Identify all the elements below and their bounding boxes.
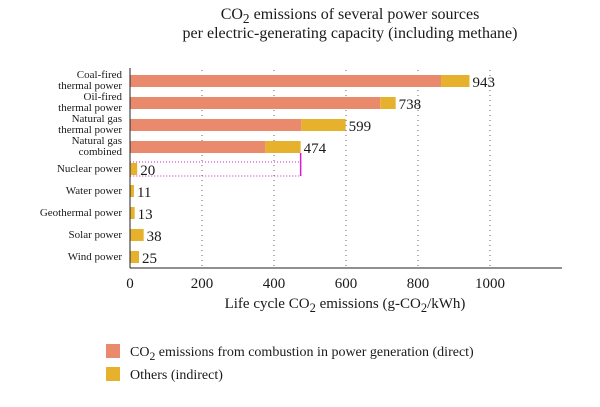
- category-label-line: Natural gas: [71, 135, 122, 147]
- bar-indirect-1: [380, 97, 396, 109]
- xlabel-sub-2: 2: [420, 301, 428, 315]
- bar-indirect-7: [130, 229, 144, 241]
- legend-item-indirect: Others (indirect): [106, 367, 223, 384]
- data-label-3: 474: [304, 141, 327, 157]
- category-label-1: Oil-fired thermal power: [58, 92, 122, 114]
- category-label-line: Natural gas: [71, 113, 122, 125]
- x-tick-label-1000: 1000: [475, 276, 505, 292]
- legend-swatch-indirect: [106, 367, 120, 381]
- bar-indirect-5: [130, 185, 134, 197]
- bar-direct-1: [130, 97, 381, 109]
- category-label-6: Geothermal power: [39, 206, 122, 219]
- category-label-line: Geothermal power: [39, 206, 122, 219]
- bar-indirect-4: [130, 163, 138, 175]
- legend-direct-text-1: CO: [130, 345, 150, 360]
- category-label-line: Oil-fired: [83, 91, 122, 103]
- data-label-2: 599: [349, 119, 372, 135]
- bar-direct-2: [130, 119, 302, 131]
- category-label-2: Natural gas thermal power: [58, 114, 122, 136]
- x-tick-label-600: 600: [335, 276, 358, 292]
- xlabel-sub-1: 2: [309, 301, 316, 315]
- category-label-line: Wind power: [67, 250, 122, 263]
- legend-swatch-direct: [106, 344, 120, 358]
- data-label-0: 943: [472, 75, 495, 91]
- title-text-rest: emissions of several power sources: [249, 6, 480, 23]
- data-label-7: 38: [147, 229, 162, 245]
- legend-item-direct: CO2 emissions from combustion in power g…: [106, 344, 474, 363]
- x-tick-label-400: 400: [263, 276, 286, 292]
- category-label-5: Water power: [65, 184, 122, 197]
- category-label-line: Coal-fired: [76, 69, 122, 81]
- bar-indirect-8: [130, 251, 139, 263]
- title-subscript: 2: [242, 11, 250, 27]
- bar-indirect-6: [130, 207, 135, 219]
- x-tick-label-800: 800: [407, 276, 430, 292]
- bar-indirect-2: [301, 119, 346, 131]
- category-label-line: thermal power: [58, 102, 122, 114]
- data-label-8: 25: [142, 251, 157, 267]
- data-label-1: 738: [399, 97, 422, 113]
- xlabel-text-2: emissions (g-CO: [315, 296, 421, 312]
- bar-direct-3: [130, 141, 266, 153]
- xlabel-text-3: /kWh): [427, 296, 466, 312]
- data-label-4: 20: [140, 163, 155, 179]
- category-label-8: Wind power: [67, 250, 122, 263]
- x-tick-label-200: 200: [191, 276, 214, 292]
- legend-indirect-text: Others (indirect): [130, 368, 223, 383]
- x-tick-label-0: 0: [126, 276, 134, 292]
- reference-box: [129, 161, 302, 177]
- category-label-line: Solar power: [68, 228, 122, 241]
- chart-title-line-1: CO2 emissions of several power sources: [130, 6, 570, 27]
- x-axis-label: Life cycle CO2 emissions (g-CO2/kWh): [130, 296, 560, 316]
- legend-direct-text-2: emissions from combustion in power gener…: [155, 345, 474, 360]
- legend-direct-sub: 2: [149, 349, 156, 363]
- category-label-line: Water power: [65, 184, 122, 197]
- category-label-line: Nuclear power: [56, 162, 122, 175]
- data-label-6: 13: [138, 207, 153, 223]
- xlabel-text-1: Life cycle CO: [224, 296, 310, 312]
- title-text-co: CO: [220, 6, 243, 23]
- category-label-7: Solar power: [68, 228, 122, 241]
- category-label-3: Natural gas combined: [72, 136, 122, 158]
- chart-title-line-2: per electric-generating capacity (includ…: [182, 25, 518, 42]
- category-label-line: thermal power: [58, 124, 122, 136]
- category-label-0: Coal-fired thermal power: [58, 70, 122, 92]
- category-label-line: combined: [78, 146, 122, 158]
- bar-indirect-0: [441, 75, 470, 87]
- bar-direct-0: [130, 75, 442, 87]
- bar-indirect-3: [265, 141, 301, 153]
- category-label-4: Nuclear power: [56, 162, 122, 175]
- category-label-line: thermal power: [58, 80, 122, 92]
- data-label-5: 11: [137, 185, 151, 201]
